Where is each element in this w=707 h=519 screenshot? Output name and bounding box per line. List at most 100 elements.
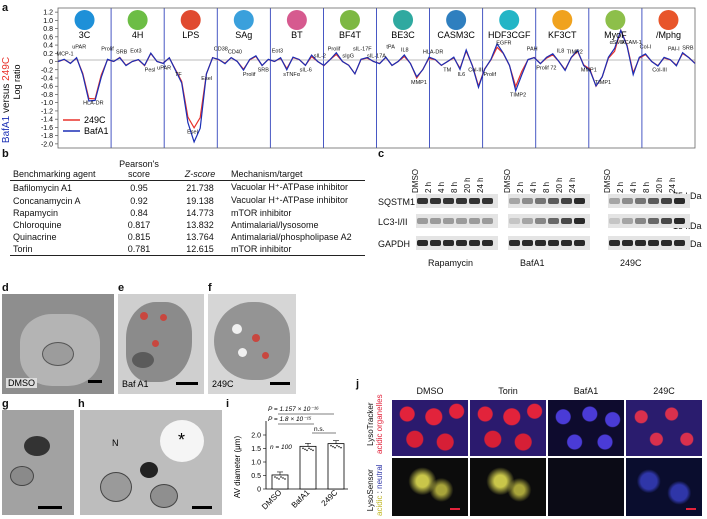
system-label: LPS [182,30,199,40]
p-value-1: P = 1.157 × 10⁻¹⁶ [268,406,319,413]
a-ytick: -1.6 [41,125,53,132]
blot-strip [416,214,498,228]
table-row: Rapamycin 0.84 14.773 mTOR inhibitor [10,207,365,219]
ylabel-log-ratio: Log ratio [12,64,22,99]
table-cell: Bafilomycin A1 [13,183,73,193]
i-ylabel: AV diameter (μm) [233,436,242,499]
em-zoom-h: N * [80,410,222,515]
system-icon [233,10,254,30]
table-cell: 21.738 [186,183,214,193]
table-cell: 0.84 [130,208,148,218]
lysotracker-image [470,400,546,456]
table-cell: Torin [10,243,106,256]
a-ytick: 0.2 [43,51,53,58]
row-label-part: : [375,488,384,496]
bar [299,445,317,490]
i-ytick: 1.5 [251,446,261,453]
svg-text:BafA1 versus 249C: BafA1 versus 249C [1,57,12,143]
lane-label: DMSO [603,169,612,193]
system-icon [605,10,626,30]
lane-label: 8 h [642,181,651,193]
table-cell: 13.832 [186,220,214,230]
gene-annotation: Esel [187,129,198,135]
gene-annotation: IL6 [458,72,466,78]
system-icon [74,10,95,30]
a-ytick: -1.4 [41,117,53,124]
system-icon [552,10,573,30]
gene-annotation: Prolif [328,46,341,52]
fluorescence-grid: DMSO Torin BafA1 249C LysoTracker acidic orga… [366,386,707,519]
row-label-part: acidic organelles [375,394,384,454]
gene-annotation: PAH [527,46,538,52]
gene-annotation: Eot3 [272,49,283,55]
p-value-2: P = 1.8 × 10⁻¹⁵ [268,416,312,423]
asterisk-marker: * [178,430,186,450]
system-icon [499,10,520,30]
a-ytick: 0.6 [43,34,53,41]
table-cell: mTOR inhibitor [228,243,365,256]
em-image-249c: 249C [208,294,296,394]
panel-label-f: f [208,282,212,294]
treatment-label: Rapamycin [428,258,474,268]
a-ytick: 0.8 [43,26,53,33]
system-label: MyoF [604,30,627,40]
system-label: HDF3CGF [488,30,531,40]
table-cell: 12.615 [172,243,228,256]
gene-annotation: sIL-2 [314,54,326,60]
system-icon [446,10,467,30]
em-image-dmso: DMSO [2,294,114,394]
lane-label: DMSO [411,169,420,193]
em-image-bafa1: Baf A1 [118,294,204,394]
gene-annotation: TIMP2 [567,49,583,55]
lysosensor-image [548,458,624,516]
gene-annotation: uPAR [72,44,86,50]
gene-annotation: sIL-17F [353,46,372,52]
label-249c: 249C [212,379,234,389]
gene-annotation: Eot3 [130,49,141,55]
gene-annotation: TM [443,68,451,74]
table-cell: 0.92 [130,196,148,206]
table-cell: Vacuolar H⁺-ATPase inhibitor [231,195,348,205]
label-nucleus: N [112,438,119,448]
header-agent: Benchmarking agent [10,158,106,181]
a-ytick: 1.2 [43,10,53,17]
gene-annotation: MMP1 [411,80,427,86]
table-cell: Antimalarial/phospholipase A2 [231,232,352,242]
gene-annotation: MMP1 [581,68,597,74]
table-cell: 19.138 [186,196,214,206]
table-cell: 0.815 [127,232,151,242]
column-title: Torin [498,386,518,396]
system-label: 3C [79,30,91,40]
benchmark-table: Benchmarking agent Pearson's score Z-sco… [10,158,365,256]
table-row: Quinacrine 0.815 13.764 Antimalarial/phosph… [10,231,365,243]
system-icon [339,10,360,30]
table-cell: Antimalarial/lysosome [231,220,319,230]
gene-annotation: CD38 [214,46,228,52]
panel-label-c: c [378,148,385,160]
system-icon [393,10,414,30]
row-label-lysosensor: LysoSensor acidic : neutral [366,464,384,516]
lane-label: 24 h [568,177,577,193]
lane-label: 2 h [424,181,433,193]
lane-label: 2 h [616,181,625,193]
gene-annotation: PAI-I [668,46,680,52]
table-cell: 0.781 [106,243,172,256]
row-label-lysotracker: LysoTracker acidic organelles [366,394,384,454]
gene-annotation: sIL-17A [367,54,386,60]
table-row: Concanamycin A 0.92 19.138 Vacuolar H⁺-ATPa… [10,194,365,207]
gene-annotation: HLA-DR [423,49,444,55]
panel-label-j: j [356,378,360,390]
gene-annotation: Col-III [468,68,483,74]
gene-annotation: SRB [682,45,694,51]
header-zscore: Z-score [172,158,228,181]
lane-label: 4 h [437,181,446,193]
system-label: BE3C [391,30,415,40]
lysosensor-image [470,458,546,516]
system-label: CASM3C [437,30,475,40]
gene-annotation: Col-I [640,44,652,50]
table-cell: Concanamycin A [13,196,81,206]
ylabel-versus: versus [1,81,12,116]
gene-annotation: MCP-1 [57,51,74,57]
lane-label: 24 h [476,177,485,193]
gene-annotation: Prolif [243,72,256,78]
